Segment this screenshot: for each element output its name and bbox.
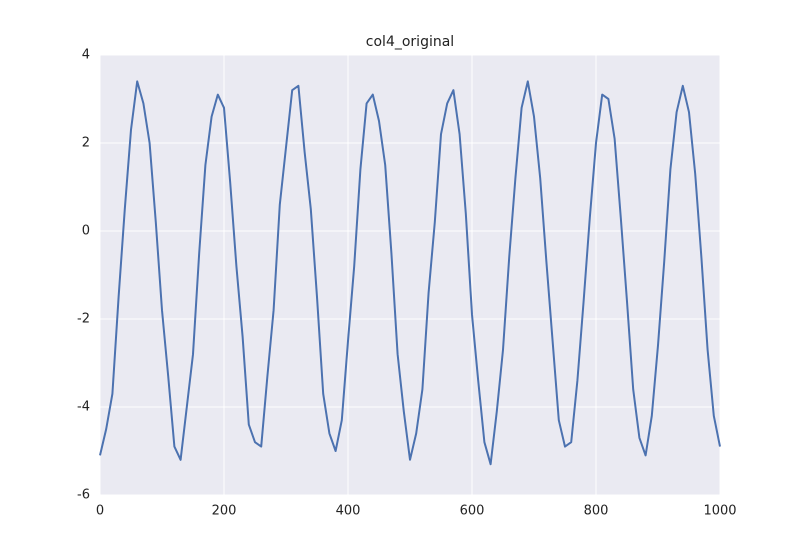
x-tick-label: 1000 [703, 504, 736, 519]
y-tick-label: 0 [82, 224, 90, 239]
data-line [99, 80, 721, 466]
x-tick-label: 600 [460, 504, 485, 519]
y-tick-label: 4 [82, 48, 90, 63]
chart-title: col4_original [366, 34, 454, 50]
y-tick-label: 2 [82, 136, 90, 151]
x-tick-label: 400 [336, 504, 361, 519]
x-tick-label: 0 [96, 504, 104, 519]
plot-area [100, 55, 720, 495]
y-tick-label: -2 [77, 312, 90, 327]
y-tick-label: -4 [77, 400, 90, 415]
x-tick-label: 800 [584, 504, 609, 519]
x-tick-label: 200 [212, 504, 237, 519]
y-tick-label: -6 [77, 488, 90, 503]
